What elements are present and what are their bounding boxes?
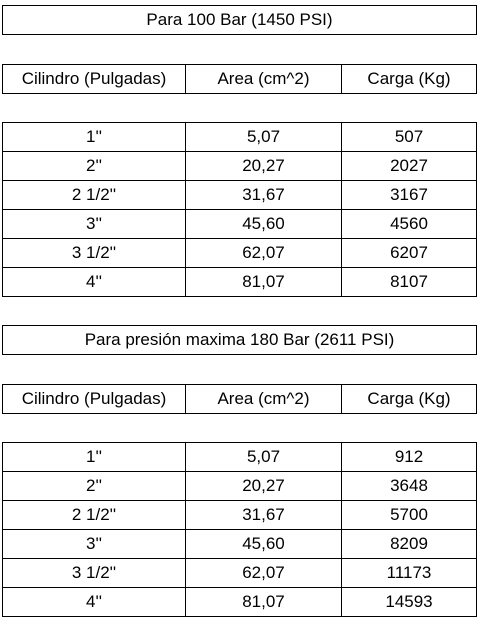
table-cell: 62,07 xyxy=(185,558,342,588)
table-cell: 31,67 xyxy=(185,500,342,530)
table-cell: 5700 xyxy=(341,500,477,530)
section-title: Para 100 Bar (1450 PSI) xyxy=(2,5,477,35)
column-header: Area (cm^2) xyxy=(185,64,342,94)
table-cell: 912 xyxy=(341,442,477,472)
table-cell: 2027 xyxy=(341,151,477,181)
column-header: Area (cm^2) xyxy=(185,384,342,414)
table-cell: 3167 xyxy=(341,180,477,210)
table-cell: 81,07 xyxy=(185,587,342,617)
table-cell: 45,60 xyxy=(185,529,342,559)
table-cell: 20,27 xyxy=(185,471,342,501)
table-cell: 6207 xyxy=(341,238,477,268)
table-cell: 31,67 xyxy=(185,180,342,210)
table-cell: 5,07 xyxy=(185,122,342,152)
column-header: Carga (Kg) xyxy=(341,64,477,94)
table-cell: 5,07 xyxy=(185,442,342,472)
table-cell: 20,27 xyxy=(185,151,342,181)
table-cell: 1'' xyxy=(2,442,186,472)
column-header: Cilindro (Pulgadas) xyxy=(2,384,186,414)
column-header: Carga (Kg) xyxy=(341,384,477,414)
section-title: Para presión maxima 180 Bar (2611 PSI) xyxy=(2,325,477,355)
table-cell: 3'' xyxy=(2,529,186,559)
table-cell: 4'' xyxy=(2,267,186,297)
table-cell: 507 xyxy=(341,122,477,152)
table-cell: 81,07 xyxy=(185,267,342,297)
table-cell: 8107 xyxy=(341,267,477,297)
table-cell: 3'' xyxy=(2,209,186,239)
table-cell: 8209 xyxy=(341,529,477,559)
table-cell: 11173 xyxy=(341,558,477,588)
column-header: Cilindro (Pulgadas) xyxy=(2,64,186,94)
table-cell: 4560 xyxy=(341,209,477,239)
table-cell: 62,07 xyxy=(185,238,342,268)
table-cell: 2 1/2'' xyxy=(2,180,186,210)
table-cell: 3 1/2'' xyxy=(2,558,186,588)
table-cell: 4'' xyxy=(2,587,186,617)
table-cell: 2'' xyxy=(2,151,186,181)
table-cell: 2 1/2'' xyxy=(2,500,186,530)
table-cell: 1'' xyxy=(2,122,186,152)
table-cell: 14593 xyxy=(341,587,477,617)
table-cell: 45,60 xyxy=(185,209,342,239)
table-cell: 3 1/2'' xyxy=(2,238,186,268)
table-cell: 2'' xyxy=(2,471,186,501)
table-cell: 3648 xyxy=(341,471,477,501)
